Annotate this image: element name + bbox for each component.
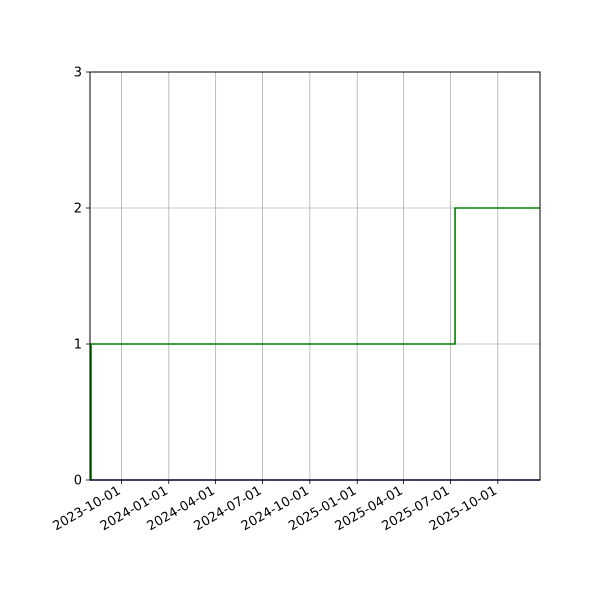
plot-frame bbox=[89, 71, 541, 481]
plot-background bbox=[90, 72, 540, 480]
grid bbox=[90, 71, 540, 481]
y-tick-label: 2 bbox=[74, 202, 82, 217]
y-tick-label: 0 bbox=[74, 474, 82, 489]
y-axis: 0 1 2 3 bbox=[74, 66, 90, 489]
x-axis: 2023-10-012024-01-012024-04-012024-07-01… bbox=[50, 480, 500, 534]
y-tick-label: 1 bbox=[74, 338, 82, 353]
y-tick-label: 3 bbox=[74, 66, 82, 81]
